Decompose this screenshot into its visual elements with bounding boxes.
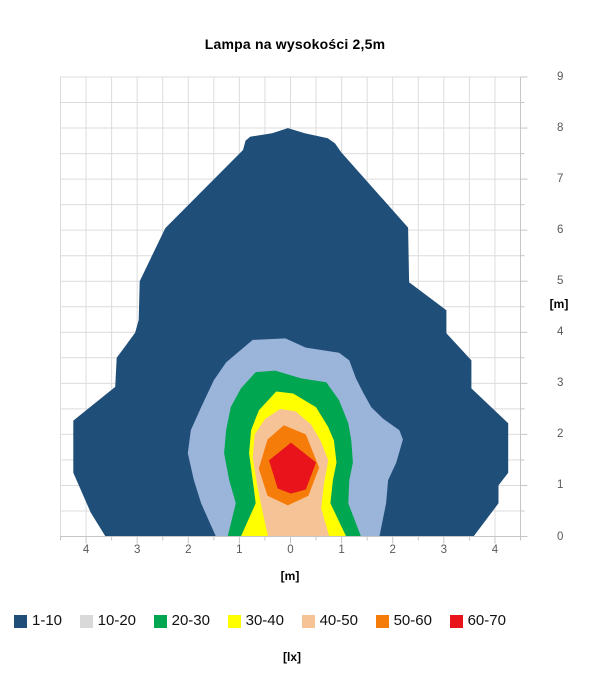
y-tick-label: 8 bbox=[557, 122, 564, 135]
legend-swatch-50-60 bbox=[375, 614, 389, 628]
x-tick-label: 3 bbox=[133, 544, 141, 556]
y-tick-label: 1 bbox=[557, 479, 564, 492]
x-tick-label: 0 bbox=[287, 544, 294, 556]
x-tick-label: 3 bbox=[440, 544, 448, 556]
legend-label: 60-70 bbox=[467, 612, 506, 629]
legend-item: 20-30 bbox=[153, 612, 210, 630]
y-tick-label: 7 bbox=[557, 173, 564, 186]
x-tick-label: 4 bbox=[491, 544, 499, 556]
legend-item: 50-60 bbox=[375, 612, 432, 630]
x-tick-label: 2 bbox=[389, 544, 396, 556]
legend-item: 30-40 bbox=[227, 612, 284, 630]
legend-swatch-60-70 bbox=[449, 614, 463, 628]
legend-swatch-20-30 bbox=[153, 614, 167, 628]
legend-swatch-1-10 bbox=[14, 614, 27, 628]
legend-item: 60-70 bbox=[449, 612, 506, 630]
y-tick-label: 4 bbox=[557, 326, 564, 339]
legend-label: 40-50 bbox=[319, 612, 358, 629]
legend-label: 30-40 bbox=[245, 612, 284, 629]
legend-label: 10-20 bbox=[97, 612, 137, 629]
legend-swatch-30-40 bbox=[227, 614, 241, 628]
legend-label: 50-60 bbox=[393, 612, 432, 629]
contour-region-60-70lx bbox=[269, 442, 317, 494]
legend-swatch-40-50 bbox=[301, 614, 315, 628]
legend-label: 20-30 bbox=[171, 612, 210, 629]
y-tick-label: 0 bbox=[557, 530, 564, 543]
y-tick-label: 9 bbox=[557, 71, 564, 83]
legend-swatch-10-20 bbox=[79, 614, 93, 628]
y-axis-label: [m] bbox=[549, 297, 569, 311]
x-tick-label: 2 bbox=[185, 544, 192, 556]
chart-title: Lampa na wysokości 2,5m bbox=[204, 36, 386, 52]
x-axis-label: [m] bbox=[280, 569, 300, 583]
legend-item: 40-50 bbox=[301, 612, 358, 630]
x-tick-label: 1 bbox=[338, 544, 345, 556]
legend: 1-10 10-20 20-30 30-40 40-50 50-60 60-70 bbox=[14, 612, 506, 630]
y-tick-label: 3 bbox=[557, 377, 564, 390]
x-tick-label: 1 bbox=[236, 544, 243, 556]
y-tick-label: 2 bbox=[557, 428, 564, 441]
legend-unit-label: [lx] bbox=[283, 650, 301, 664]
x-tick-label: 4 bbox=[82, 544, 90, 556]
y-tick-label: 5 bbox=[557, 275, 564, 288]
y-tick-label: 6 bbox=[557, 224, 564, 237]
legend-label: 1-10 bbox=[32, 612, 63, 629]
legend-item: 1-10 bbox=[14, 612, 62, 630]
legend-item: 10-20 bbox=[79, 612, 137, 630]
